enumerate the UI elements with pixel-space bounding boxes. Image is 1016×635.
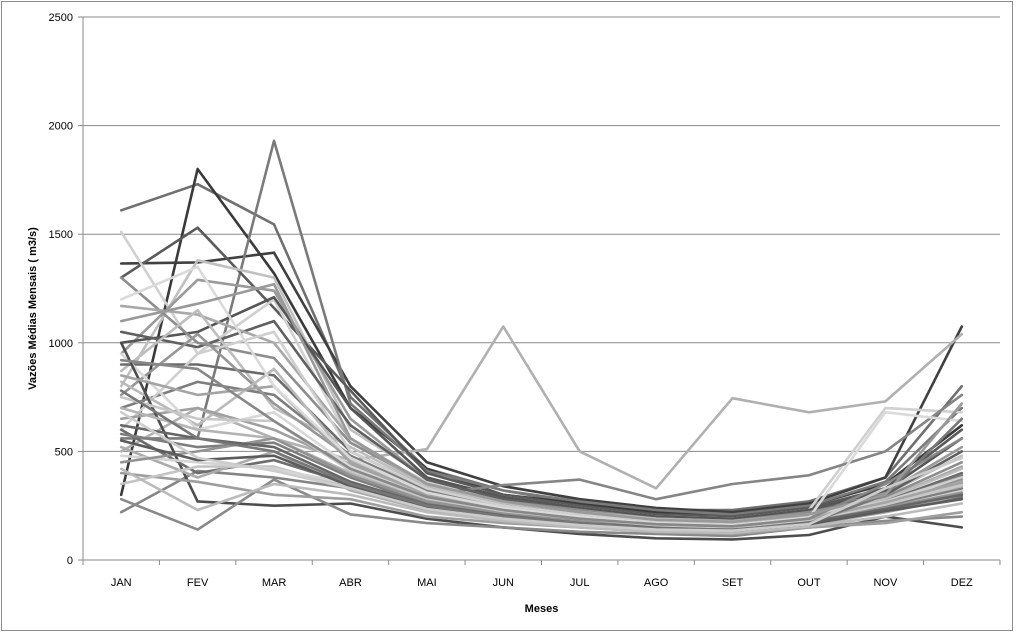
x-tick-label: DEZ — [951, 577, 973, 589]
series-line-41 — [119, 282, 964, 524]
axes — [78, 16, 1001, 565]
x-tick-label: JAN — [111, 577, 132, 589]
x-tick-labels: JAN FEV MAR ABR MAI JUN JUL AGO SET OUT NOV DEZ — [111, 577, 973, 589]
x-tick-label: FEV — [187, 577, 209, 589]
x-tick-label: NOV — [873, 577, 898, 589]
x-axis-title: Meses — [525, 603, 559, 615]
x-tick-label: AGO — [644, 577, 669, 589]
x-tick-label: OUT — [797, 577, 821, 589]
series-line-36 — [119, 467, 964, 535]
series-group — [119, 139, 964, 541]
series-line-5 — [119, 325, 964, 490]
series-line-42 — [119, 410, 964, 533]
series-line-6 — [119, 226, 964, 518]
x-tick-label: SET — [722, 577, 744, 589]
series-line-38 — [119, 265, 964, 527]
series-line-11 — [119, 393, 964, 514]
series-line-3 — [119, 167, 964, 516]
x-tick-label: MAI — [417, 577, 437, 589]
series-line-14 — [119, 304, 964, 523]
y-tick-label: 500 — [55, 446, 73, 458]
series-line-10 — [119, 295, 964, 521]
y-tick-label: 2000 — [49, 121, 73, 133]
y-tick-label: 0 — [67, 555, 73, 567]
x-tick-label: MAR — [262, 577, 287, 589]
series-line-13 — [119, 276, 964, 523]
series-line-39 — [119, 358, 964, 528]
x-tick-label: JUL — [570, 577, 590, 589]
y-tick-labels: 0 500 1000 1500 2000 2500 — [49, 12, 73, 567]
y-tick-label: 2500 — [49, 12, 73, 24]
x-tick-label: JUN — [493, 577, 514, 589]
x-tick-label: ABR — [339, 577, 362, 589]
y-tick-label: 1000 — [49, 338, 73, 350]
y-axis-title: Vazões Médias Mensais ( m3/s) — [27, 227, 39, 390]
y-tick-label: 1500 — [49, 229, 73, 241]
